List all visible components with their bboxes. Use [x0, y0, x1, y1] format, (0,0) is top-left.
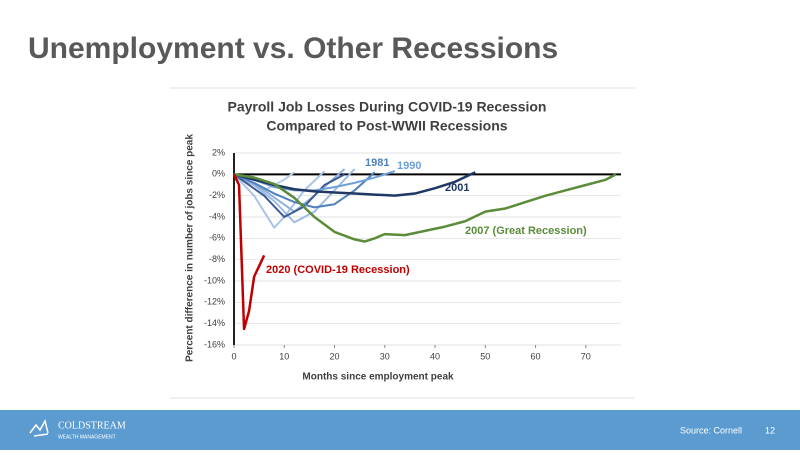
logo-text: COLDSTREAM: [58, 420, 126, 431]
logo-subtext: WEALTH MANAGEMENT: [58, 434, 116, 440]
page-number: 12: [765, 425, 775, 435]
series-label: 2020 (COVID-19 Recession): [266, 264, 410, 276]
y-tick-label: -2%: [209, 190, 225, 200]
x-tick-label: 10: [279, 351, 289, 361]
y-tick-label: -16%: [204, 339, 225, 349]
series-line: [232, 173, 266, 331]
y-tick-label: -8%: [209, 254, 225, 264]
logo-icon: [29, 418, 49, 437]
y-tick-label: 0%: [212, 169, 225, 179]
x-tick-label: 60: [531, 351, 541, 361]
y-tick-label: 2%: [212, 147, 225, 157]
x-tick-label: 70: [581, 351, 591, 361]
y-tick-label: -6%: [209, 233, 225, 243]
chart-title: Payroll Job Losses During COVID-19 Reces…: [228, 99, 547, 115]
x-tick-label: 40: [430, 351, 440, 361]
series-label: 1981: [365, 157, 389, 169]
series-line: [233, 173, 346, 218]
source: Source: Cornell: [680, 425, 742, 435]
footer-bar: [0, 410, 800, 450]
x-tick-label: 30: [380, 351, 390, 361]
series-label: 2007 (Great Recession): [465, 225, 587, 237]
y-axis-label: Percent difference in number of jobs sin…: [185, 134, 196, 362]
x-axis-label: Months since employment peak: [302, 372, 454, 383]
series-label: 2001: [445, 182, 469, 194]
y-tick-label: -4%: [209, 211, 225, 221]
y-tick-label: -14%: [204, 318, 225, 328]
series-line: [233, 173, 617, 243]
slide-title: Unemployment vs. Other Recessions: [28, 32, 558, 65]
series-line: [233, 170, 326, 229]
y-tick-label: -12%: [204, 297, 225, 307]
series-label: 1990: [397, 160, 421, 172]
y-tick-label: -10%: [204, 275, 225, 285]
chart-subtitle: Compared to Post-WWII Recessions: [266, 118, 507, 134]
x-tick-label: 20: [330, 351, 340, 361]
x-tick-label: 50: [480, 351, 490, 361]
x-tick-label: 0: [231, 351, 236, 361]
